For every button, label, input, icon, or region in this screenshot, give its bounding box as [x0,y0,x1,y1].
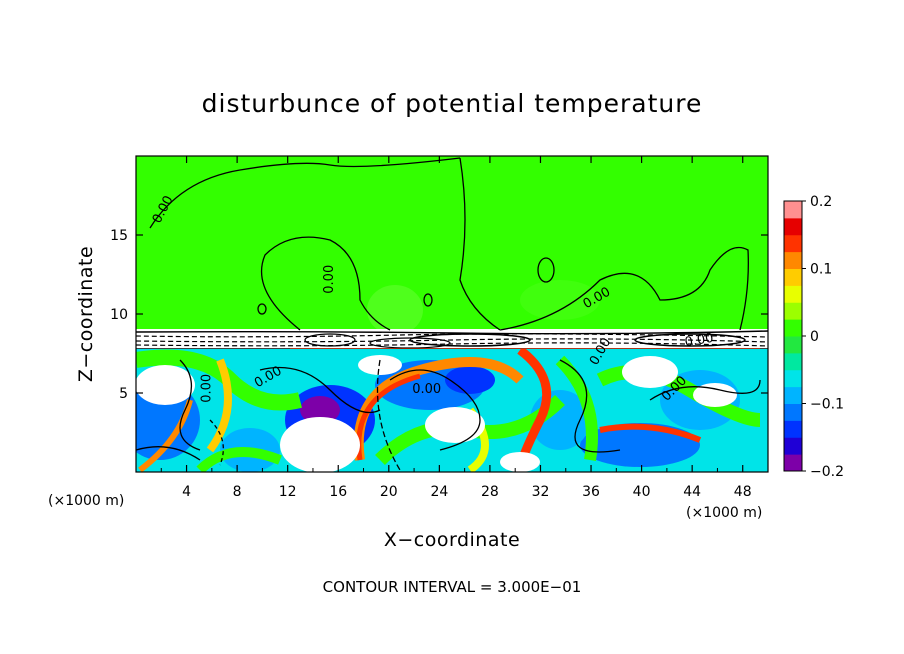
plot-area: 0.000.000.000.00 0.00 0.000.000.000.00 [136,156,768,472]
colorbar: 0.2 0.1 0 −0.1 −0.2 [783,194,844,480]
x-axis: 4 8 12 16 20 24 28 32 36 40 44 48 [160,156,752,500]
x-tick-label: 12 [279,484,297,500]
x-tick-label: 28 [481,484,499,500]
x-tick-label: 32 [532,484,550,500]
colorbar-swatch [784,217,802,236]
contour-label: 0.00 [684,331,715,351]
contour-label: 0.00 [200,374,215,403]
colorbar-swatch [784,420,802,438]
contour-lines [136,157,761,471]
x-axis-label: X−coordinate [384,529,520,551]
x-tick-label: 44 [683,484,701,500]
x-tick-label: 20 [380,484,398,500]
colorbar-swatch [784,201,802,219]
x-tick-label: 8 [233,484,242,500]
y-tick-label: 10 [110,307,128,323]
colorbar-swatch [784,386,802,404]
x-tick-label: 40 [633,484,651,500]
boundary-layer-field [136,349,768,472]
colorbar-tick-label: 0 [810,329,819,345]
colorbar-swatch [784,352,802,371]
colorbar-swatch [784,403,802,421]
y-tick-label: 5 [119,386,128,402]
contour-label: 0.00 [322,265,337,294]
colorbar-swatch [784,454,802,472]
colorbar-swatch [784,285,802,303]
upper-plume [367,285,423,335]
upper-plume [520,280,600,320]
colorbar-tick-label: −0.1 [810,397,844,413]
x-unit-left: (×1000 m) [48,493,124,509]
colorbar-swatch [784,302,802,320]
colorbar-swatch [784,336,802,354]
x-tick-label: 4 [182,484,191,500]
colorbar-tick-label: 0.2 [810,194,832,210]
upper-layer-field [136,156,768,331]
contour-label: 0.00 [412,382,441,397]
colorbar-swatch [784,234,802,253]
colorbar-swatch [784,369,802,388]
y-axis: 5 10 15 [110,228,768,402]
x-tick-label: 48 [734,484,752,500]
colorbar-tick-label: −0.2 [810,464,844,480]
y-axis-label: Z−coordinate [75,246,97,382]
x-tick-label: 16 [329,484,347,500]
colorbar-tick-label: 0.1 [810,262,832,278]
x-unit-right: (×1000 m) [686,505,762,521]
x-tick-label: 24 [430,484,448,500]
colorbar-swatch [784,251,802,269]
colorbar-swatch [784,437,802,455]
chart-title: disturbunce of potential temperature [202,89,703,118]
colorbar-swatch [784,268,802,286]
x-tick-label: 36 [582,484,600,500]
colorbar-swatch [784,319,802,337]
y-tick-label: 15 [110,228,128,244]
contour-interval-note: CONTOUR INTERVAL = 3.000E−01 [323,578,582,596]
